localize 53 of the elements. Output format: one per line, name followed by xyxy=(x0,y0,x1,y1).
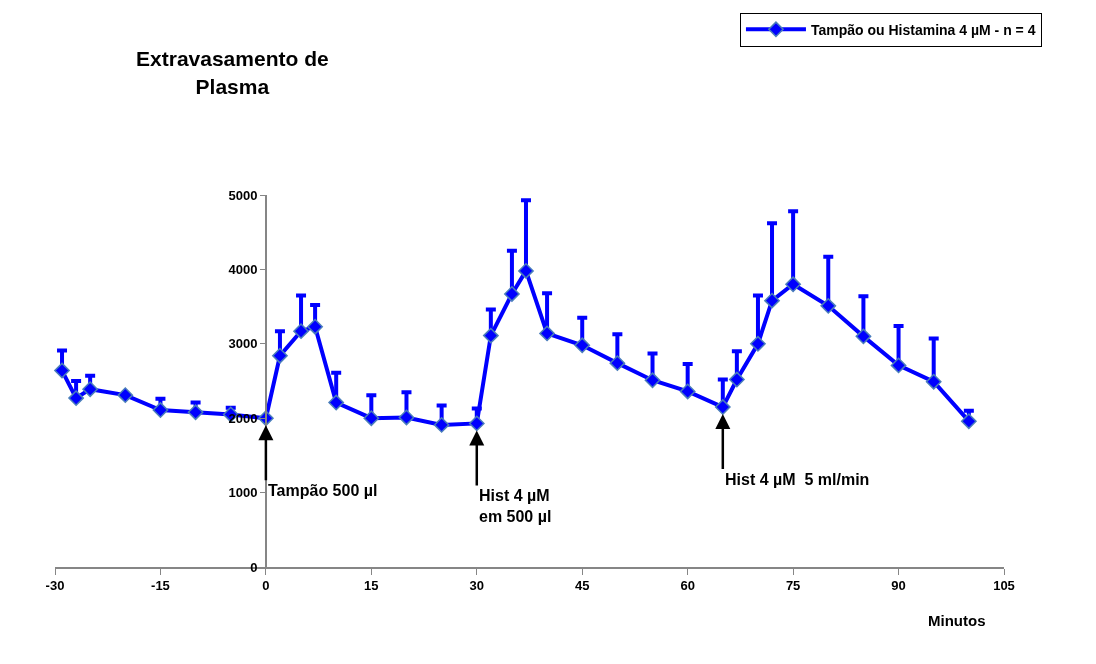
point xyxy=(117,387,134,404)
point xyxy=(433,417,450,433)
point xyxy=(54,362,70,379)
point xyxy=(398,409,415,426)
y-tick-label: 4000 xyxy=(228,261,258,277)
point xyxy=(785,276,802,293)
point xyxy=(728,371,745,388)
point xyxy=(820,297,837,314)
point xyxy=(714,399,731,415)
x-tick-label: 45 xyxy=(574,578,590,594)
point xyxy=(679,383,696,400)
point xyxy=(82,381,99,398)
x-tick-label: 90 xyxy=(891,578,906,594)
point xyxy=(68,390,84,407)
x-tick-label: 30 xyxy=(469,578,485,594)
point xyxy=(468,415,485,432)
point xyxy=(750,335,766,352)
y-tick-label: 5000 xyxy=(228,187,258,203)
point xyxy=(644,372,661,389)
point xyxy=(328,394,345,411)
point xyxy=(482,327,499,344)
x-tick-label: -15 xyxy=(151,578,170,594)
point xyxy=(307,318,323,335)
point xyxy=(363,410,380,427)
point xyxy=(187,404,204,421)
x-axis-title: Minutos xyxy=(928,612,986,629)
x-tick-label: 60 xyxy=(680,578,695,594)
x-tick-label: 105 xyxy=(993,578,1015,594)
annotation: Hist 4 µM 5 ml/min xyxy=(725,471,870,488)
x-tick-label: 75 xyxy=(785,578,801,594)
point xyxy=(152,402,169,418)
point xyxy=(518,262,534,279)
point xyxy=(574,337,591,354)
x-tick-label: 0 xyxy=(262,578,270,594)
point xyxy=(504,286,520,302)
y-tick-label: 0 xyxy=(250,559,258,575)
point xyxy=(764,292,780,309)
y-tick-label: 1000 xyxy=(228,485,258,501)
annotation: Tampão 500 µl xyxy=(268,482,378,499)
point xyxy=(890,357,907,374)
legend-label: Tampão ou Histamina 4 µM - n = 4 xyxy=(810,21,1036,38)
point xyxy=(293,323,309,340)
x-tick-label: -30 xyxy=(45,578,65,594)
point xyxy=(539,325,555,342)
point xyxy=(925,373,942,390)
point xyxy=(960,413,977,430)
annotation: Hist 4 µM em 500 µl xyxy=(479,487,552,525)
point xyxy=(272,347,288,364)
chart-title: Extravasamento de Plasma xyxy=(136,47,329,98)
point xyxy=(855,328,872,345)
x-tick-label: 15 xyxy=(364,578,379,594)
y-tick-label: 3000 xyxy=(228,336,258,352)
point xyxy=(609,355,626,372)
